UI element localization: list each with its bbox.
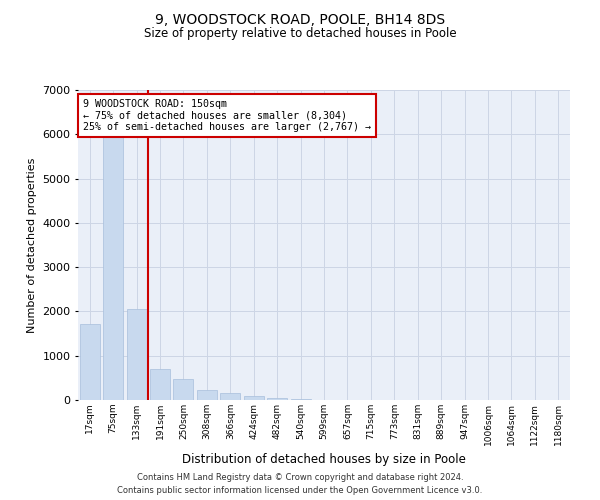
- Bar: [244, 396, 263, 400]
- Y-axis label: Number of detached properties: Number of detached properties: [26, 158, 37, 332]
- Text: 9, WOODSTOCK ROAD, POOLE, BH14 8DS: 9, WOODSTOCK ROAD, POOLE, BH14 8DS: [155, 12, 445, 26]
- X-axis label: Distribution of detached houses by size in Poole: Distribution of detached houses by size …: [182, 453, 466, 466]
- Text: Size of property relative to detached houses in Poole: Size of property relative to detached ho…: [143, 28, 457, 40]
- Bar: [173, 378, 193, 400]
- Text: 9 WOODSTOCK ROAD: 150sqm
← 75% of detached houses are smaller (8,304)
25% of sem: 9 WOODSTOCK ROAD: 150sqm ← 75% of detach…: [83, 100, 371, 132]
- Bar: [197, 390, 217, 400]
- Bar: [220, 393, 240, 400]
- Bar: [290, 399, 311, 400]
- Text: Contains HM Land Registry data © Crown copyright and database right 2024.: Contains HM Land Registry data © Crown c…: [137, 472, 463, 482]
- Bar: [127, 309, 146, 400]
- Bar: [150, 369, 170, 400]
- Bar: [80, 324, 100, 400]
- Bar: [103, 132, 123, 400]
- Bar: [267, 398, 287, 400]
- Text: Contains public sector information licensed under the Open Government Licence v3: Contains public sector information licen…: [118, 486, 482, 495]
